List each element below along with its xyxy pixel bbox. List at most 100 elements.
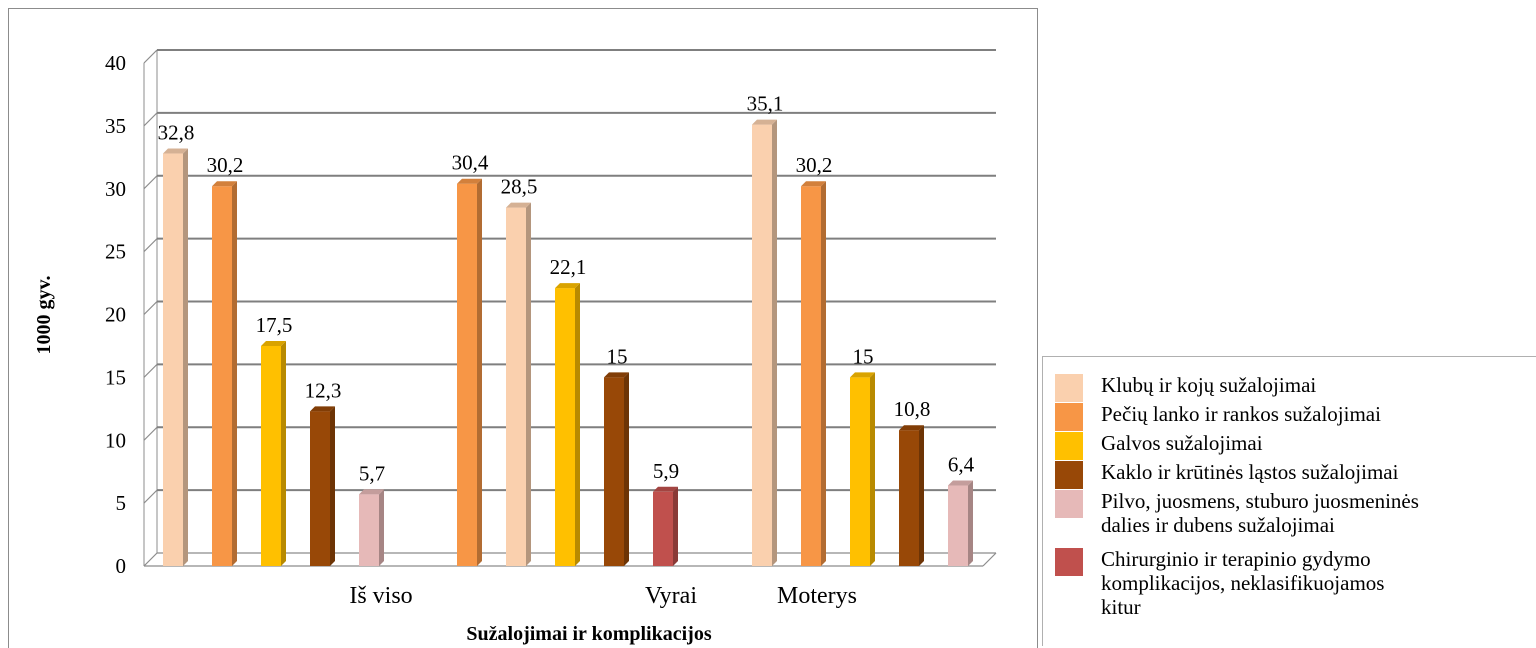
bar-side <box>968 480 973 566</box>
bar-value-label: 15 <box>853 344 874 368</box>
gridline-depth <box>143 552 158 567</box>
bar-top <box>310 406 335 412</box>
gridline-depth <box>143 426 158 441</box>
bar-side <box>477 178 482 566</box>
legend-label: Pilvo, juosmens, stuburo juosmeninės dal… <box>1101 489 1419 537</box>
bar-value-label: 30,2 <box>207 153 244 177</box>
bar-top <box>899 425 924 431</box>
bar-side <box>673 486 678 566</box>
bar-side <box>821 181 826 567</box>
legend-swatch <box>1055 374 1083 402</box>
bar-value-label: 22,1 <box>550 255 587 279</box>
y-axis-title: 1000 gyv. <box>33 276 55 355</box>
chart-frame <box>8 8 1038 648</box>
y-tick-label: 5 <box>116 491 127 515</box>
bar-value-label: 5,9 <box>653 459 679 483</box>
bar-value-label: 10,8 <box>894 397 931 421</box>
y-tick-label: 35 <box>105 114 126 138</box>
bar-side <box>575 283 580 566</box>
bar-side <box>330 406 335 566</box>
bar-top <box>653 486 678 492</box>
legend-swatch <box>1055 490 1083 518</box>
bar-side <box>526 202 531 567</box>
bar-side <box>624 372 629 566</box>
bar-side <box>772 119 777 567</box>
labels-layer: 0 5 10 15 20 25 30 35 40 32,8 30,2 17,5 12,3 5,7 Iš vi… <box>105 51 975 609</box>
gridline-depth <box>143 112 158 127</box>
bar-side <box>870 372 875 566</box>
legend-swatch <box>1055 403 1083 431</box>
legend-item: Kaklo ir krūtinės ląstos sužalojimai <box>1055 460 1536 489</box>
x-category-label: Iš viso <box>349 583 412 609</box>
gridline-depth <box>143 49 158 64</box>
bar-top <box>850 372 875 378</box>
legend-item: Pilvo, juosmens, stuburo juosmeninės dal… <box>1055 489 1421 537</box>
bar-value-label: 6,4 <box>948 453 975 477</box>
bar-side <box>919 425 924 566</box>
y-tick-label: 25 <box>105 240 126 264</box>
gridline-depth <box>143 489 158 504</box>
y-tick-label: 10 <box>105 428 126 452</box>
bar-value-label: 12,3 <box>305 378 342 402</box>
bar <box>899 430 919 566</box>
y-tick-label: 40 <box>105 51 126 75</box>
legend: Klubų ir kojų sužalojimai Pečių lanko ir… <box>1042 356 1536 646</box>
bar-value-label: 28,5 <box>501 175 538 199</box>
bar-top <box>457 178 482 184</box>
x-axis-title: Sužalojimai ir komplikacijos <box>466 623 711 645</box>
bar <box>850 377 870 566</box>
bar <box>457 183 477 566</box>
floor-side-edge <box>982 552 997 567</box>
bar <box>261 345 281 566</box>
bar-top <box>261 340 286 346</box>
bars-layer <box>163 119 973 567</box>
bar <box>801 186 821 567</box>
bar-value-label: 32,8 <box>158 121 195 145</box>
y-tick-label: 15 <box>105 365 126 389</box>
bar <box>653 491 673 566</box>
y-tick-label: 30 <box>105 177 126 201</box>
legend-swatch <box>1055 461 1083 489</box>
legend-swatch <box>1055 432 1083 460</box>
bar-side <box>281 340 286 566</box>
bar <box>163 153 183 567</box>
x-category-label: Moterys <box>777 583 857 609</box>
legend-item: Pečių lanko ir rankos sužalojimai <box>1055 402 1536 431</box>
legend-item: Chirurginio ir terapinio gydymo komplika… <box>1055 547 1421 619</box>
bar <box>212 186 232 567</box>
y-tick-label: 20 <box>105 303 126 327</box>
bar-side <box>379 489 384 566</box>
bar-top <box>212 181 237 187</box>
bar-top <box>604 372 629 378</box>
bar-value-label: 5,7 <box>359 461 385 485</box>
legend-swatch <box>1055 548 1083 576</box>
y-tick-label: 0 <box>116 554 127 578</box>
legend-label: Klubų ir kojų sužalojimai <box>1101 373 1317 397</box>
gridline-depth <box>143 238 158 253</box>
bar-top <box>359 489 384 495</box>
bar <box>506 207 526 567</box>
bar-top <box>948 480 973 486</box>
bar-top <box>752 119 777 125</box>
gridline-depth <box>143 301 158 315</box>
bar <box>604 377 624 566</box>
bar-value-label: 15 <box>607 344 628 368</box>
bar-top <box>506 202 531 208</box>
bar-value-label: 30,2 <box>796 153 833 177</box>
bar <box>948 485 968 566</box>
bar-side <box>232 181 237 567</box>
bar <box>752 124 772 567</box>
legend-label: Pečių lanko ir rankos sužalojimai <box>1101 402 1381 426</box>
bar-top <box>801 181 826 187</box>
legend-label: Galvos sužalojimai <box>1101 431 1263 455</box>
bar <box>359 494 379 566</box>
bar-top <box>555 283 580 289</box>
legend-item: Klubų ir kojų sužalojimai <box>1055 373 1536 402</box>
legend-label: Chirurginio ir terapinio gydymo komplika… <box>1101 547 1385 619</box>
bar-chart: 0 5 10 15 20 25 30 35 40 32,8 30,2 17,5 12,3 5,7 Iš vi… <box>33 49 997 645</box>
legend-item: Galvos sužalojimai <box>1055 431 1536 460</box>
bar-value-label: 17,5 <box>256 313 293 337</box>
x-category-label: Vyrai <box>645 583 697 609</box>
bar-value-label: 35,1 <box>747 92 784 116</box>
bar-value-label: 30,4 <box>452 151 489 175</box>
